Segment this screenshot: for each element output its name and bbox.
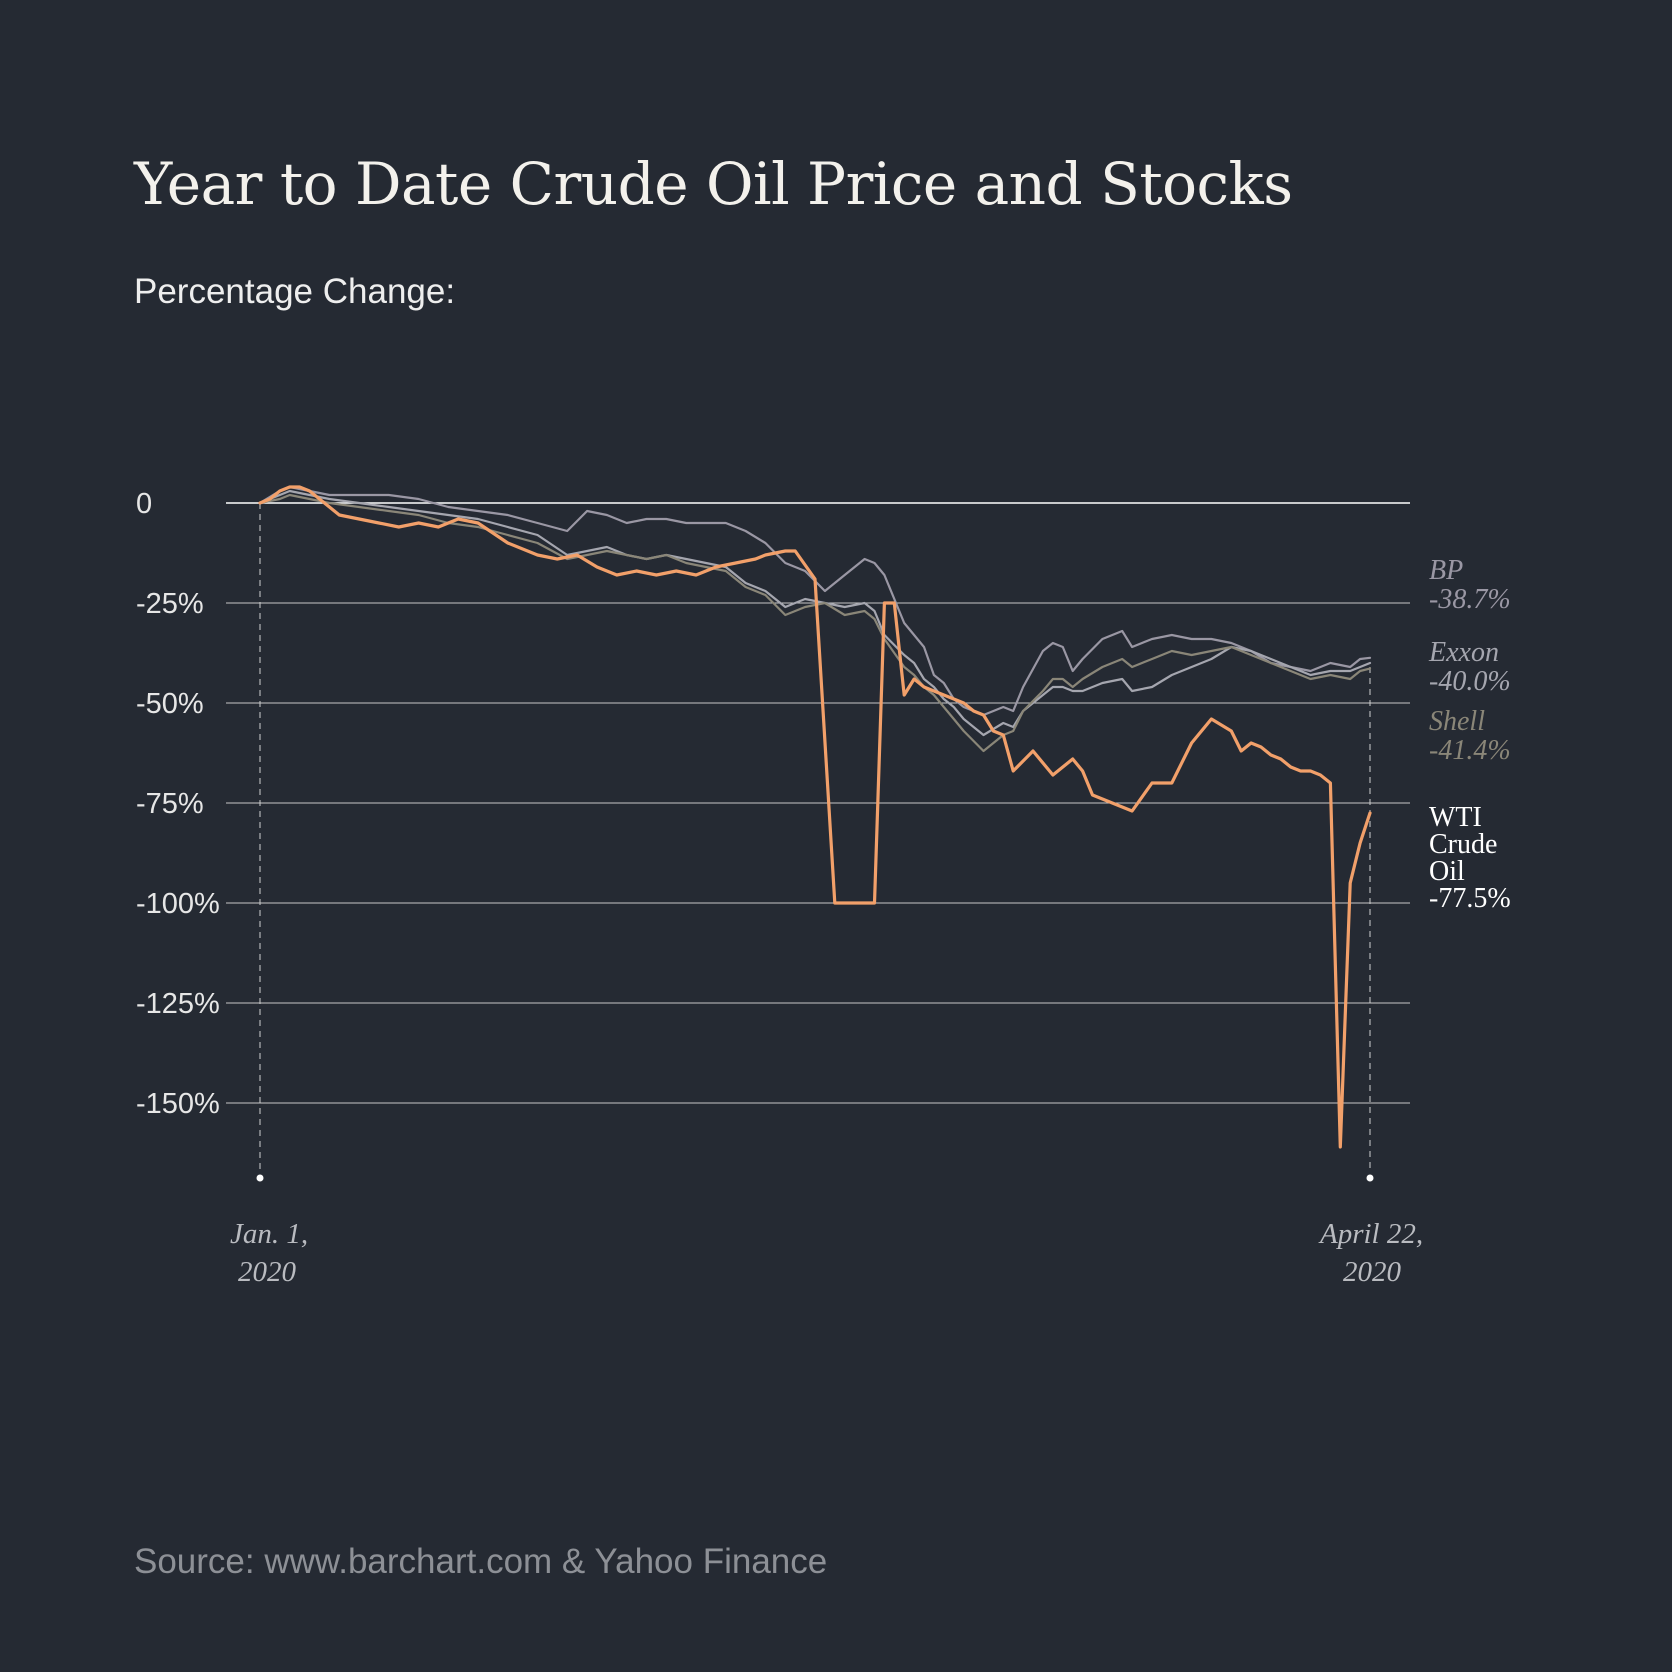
end-label-wti-crude-oil: Crude — [1429, 829, 1497, 860]
start-date-dot — [256, 1174, 264, 1182]
series-line-bp — [258, 485, 1372, 717]
series-line-exxon — [258, 489, 1372, 737]
y-tick-label: 0 — [136, 488, 152, 520]
source-note: Source: www.barchart.com & Yahoo Finance — [134, 1542, 828, 1581]
date-guides — [256, 503, 1374, 1182]
end-label-exxon: Exxon — [1428, 637, 1499, 668]
y-tick-label: -100% — [136, 888, 220, 920]
end-date-dot — [1366, 1174, 1374, 1182]
x-start-date-label: 2020 — [238, 1256, 297, 1288]
end-label-exxon: -40.0% — [1429, 666, 1511, 697]
x-end-date-label: April 22, — [1318, 1218, 1423, 1250]
x-axis-date-labels: Jan. 1, 2020 April 22, 2020 — [230, 1218, 1423, 1288]
y-tick-label: -25% — [136, 588, 204, 620]
gridlines — [226, 502, 1410, 1104]
end-label-wti-crude-oil: Oil — [1429, 856, 1465, 887]
y-tick-label: -75% — [136, 788, 204, 820]
end-label-shell: Shell — [1429, 706, 1485, 737]
x-start-date-label: Jan. 1, — [230, 1218, 308, 1250]
end-label-bp: BP — [1429, 555, 1463, 586]
x-end-date-label: 2020 — [1343, 1256, 1402, 1288]
chart-title: Year to Date Crude Oil Price and Stocks — [134, 150, 1293, 218]
end-label-bp: -38.7% — [1429, 584, 1511, 615]
end-label-shell: -41.4% — [1429, 735, 1511, 766]
series-line-shell — [258, 493, 1372, 753]
end-label-wti-crude-oil: -77.5% — [1429, 883, 1511, 914]
y-axis-tick-labels: 0 -25% -50% -75% -100% -125% -150% — [136, 488, 220, 1120]
end-label-wti-crude-oil: WTI — [1429, 802, 1482, 833]
y-tick-label: -50% — [136, 688, 204, 720]
series-lines — [258, 485, 1372, 1149]
y-tick-label: -125% — [136, 988, 220, 1020]
series-end-labels: BP-38.7% Exxon-40.0% Shell-41.4% WTICrudeOi… — [1428, 555, 1511, 914]
y-tick-label: -150% — [136, 1088, 220, 1120]
series-line-wti-crude-oil — [258, 485, 1372, 1149]
chart-subtitle: Percentage Change: — [134, 272, 456, 311]
